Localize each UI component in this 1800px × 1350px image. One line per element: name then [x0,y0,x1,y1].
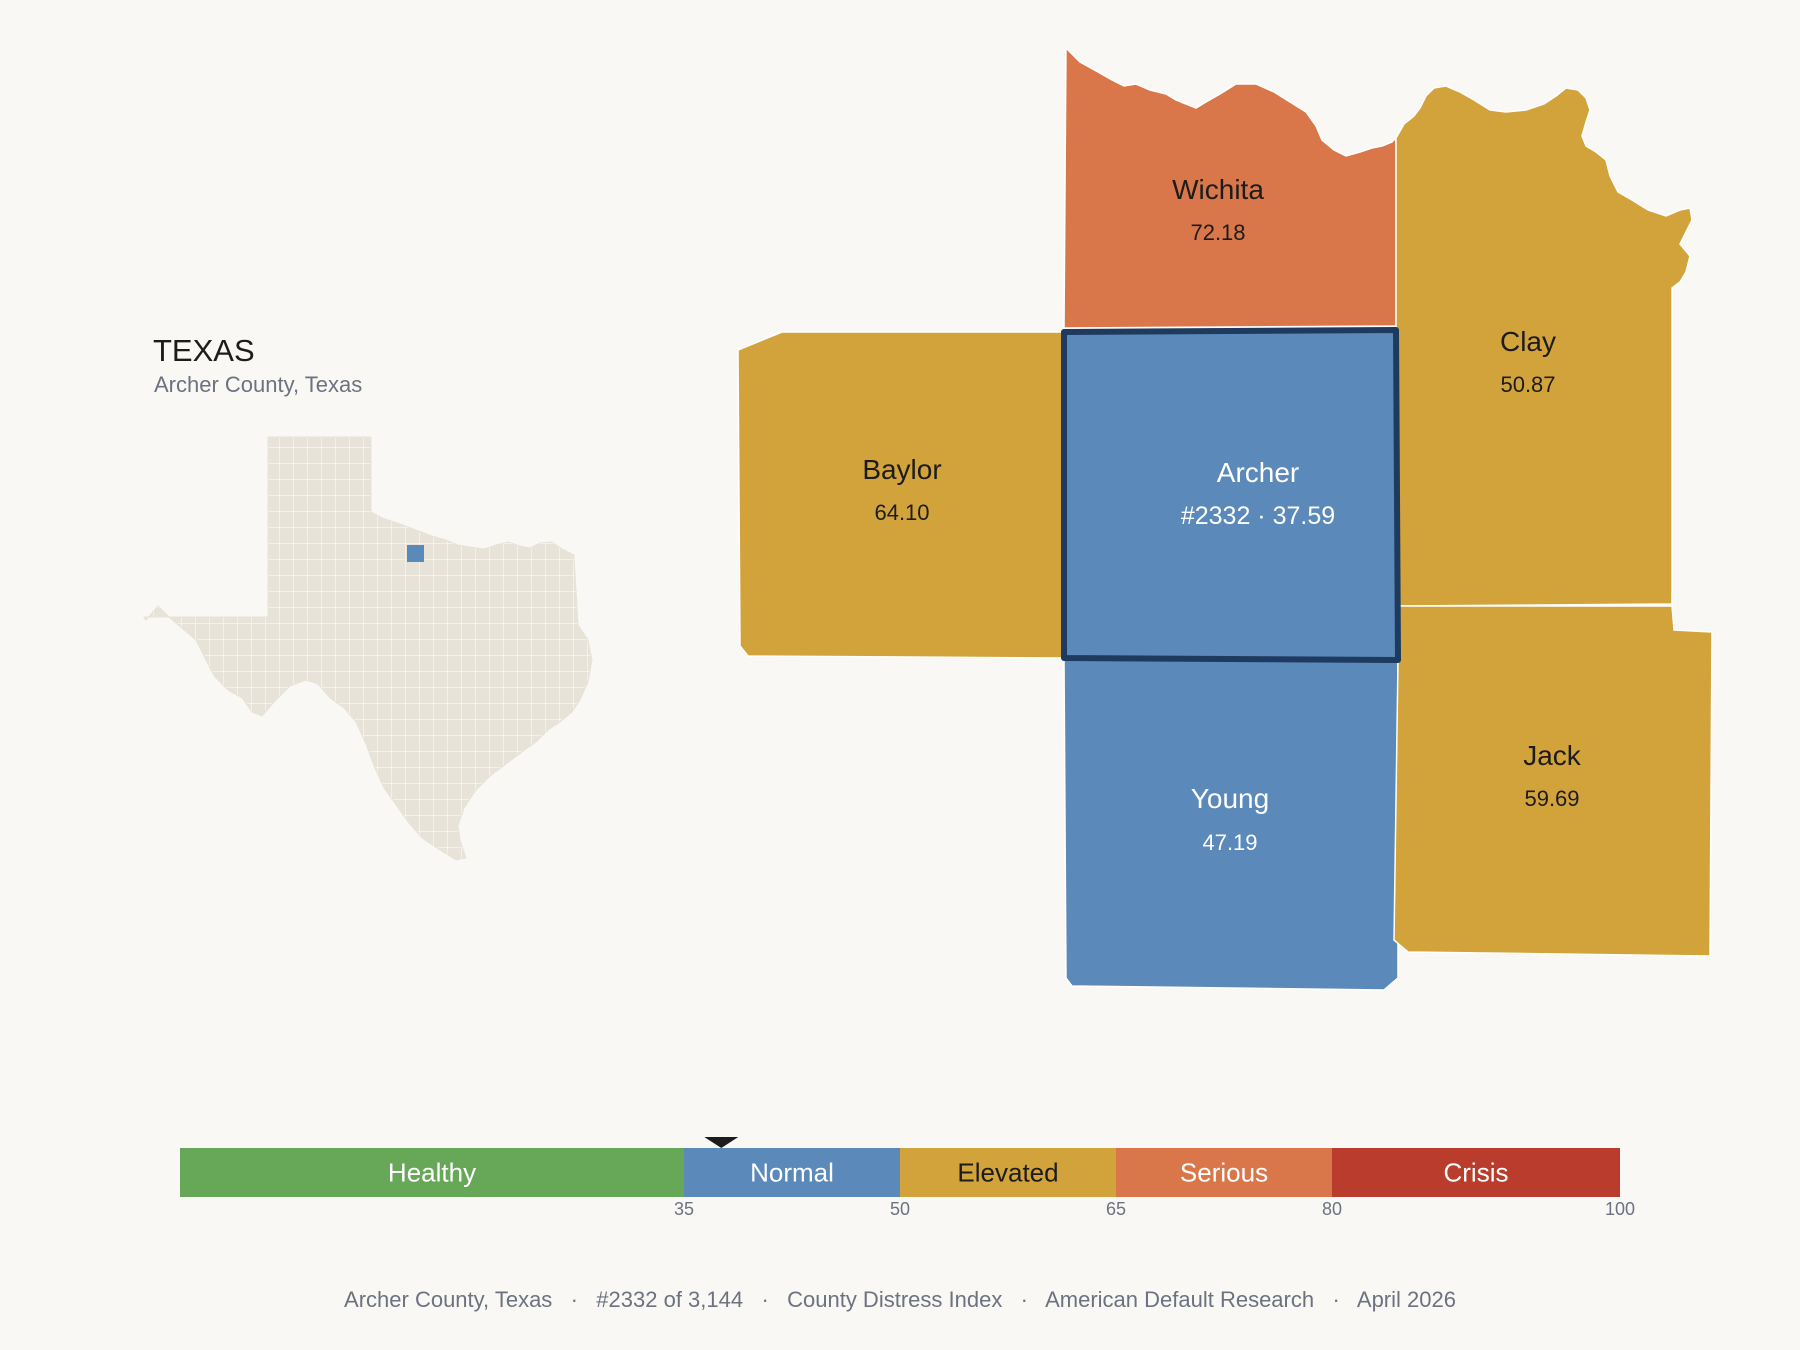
legend-marker-icon [704,1137,739,1148]
county-archer-outline [1061,327,1401,663]
legend-segment-elevated [900,1148,1116,1197]
county-jack-shape [1393,605,1713,957]
county-archer-name: Archer [1217,457,1299,488]
county-baylor[interactable]: Baylor 64.10 [737,331,1065,659]
footer-caption: Archer County, Texas · #2332 of 3,144 · … [344,1287,1456,1312]
distress-legend: Healthy Normal Elevated Serious Crisis 35 50 65… [180,1137,1635,1219]
legend-label-normal: Normal [750,1158,834,1188]
county-clay[interactable]: Clay 50.87 [1395,85,1693,607]
legend-tick-65: 65 [1106,1199,1126,1219]
selected-county-marker [407,545,424,562]
legend-label-crisis: Crisis [1444,1158,1509,1188]
county-archer-value: #2332 · 37.59 [1181,502,1335,530]
state-inset: TEXAS Archer County, Texas [143,333,593,861]
county-wichita-name: Wichita [1172,174,1264,205]
legend-segment-crisis [1332,1148,1620,1197]
county-wichita[interactable]: Wichita 72.18 [1063,46,1397,329]
county-baylor-value: 64.10 [874,500,929,525]
texas-state-shape [143,436,593,861]
county-young-name: Young [1191,783,1269,814]
county-wichita-value: 72.18 [1190,220,1245,245]
legend-tick-100: 100 [1605,1199,1635,1219]
legend-tick-50: 50 [890,1199,910,1219]
county-clay-name: Clay [1500,326,1556,357]
county-jack-value: 59.69 [1524,786,1579,811]
county-clay-shape [1395,85,1693,607]
county-young-shape [1063,657,1399,991]
legend-label-healthy: Healthy [388,1158,476,1188]
county-archer-shape [1064,330,1398,660]
county-jack-name: Jack [1523,740,1582,771]
legend-label-elevated: Elevated [957,1158,1058,1188]
county-young[interactable]: Young 47.19 [1063,657,1399,991]
state-subtitle: Archer County, Texas [154,372,362,397]
legend-segment-healthy [180,1148,684,1197]
county-baylor-shape [737,331,1065,659]
legend-segment-normal [684,1148,900,1197]
county-archer[interactable]: Archer #2332 · 37.59 [1061,327,1401,663]
county-jack[interactable]: Jack 59.69 [1393,605,1713,957]
county-baylor-name: Baylor [862,454,941,485]
legend-segment-serious [1116,1148,1332,1197]
county-clay-value: 50.87 [1500,372,1555,397]
county-group: Wichita 72.18 Clay 50.87 Baylor 64.10 Yo… [737,46,1713,991]
county-wichita-shape [1063,46,1397,329]
legend-label-serious: Serious [1180,1158,1268,1188]
county-young-value: 47.19 [1202,830,1257,855]
state-title: TEXAS [153,333,255,368]
legend-tick-35: 35 [674,1199,694,1219]
legend-tick-80: 80 [1322,1199,1342,1219]
